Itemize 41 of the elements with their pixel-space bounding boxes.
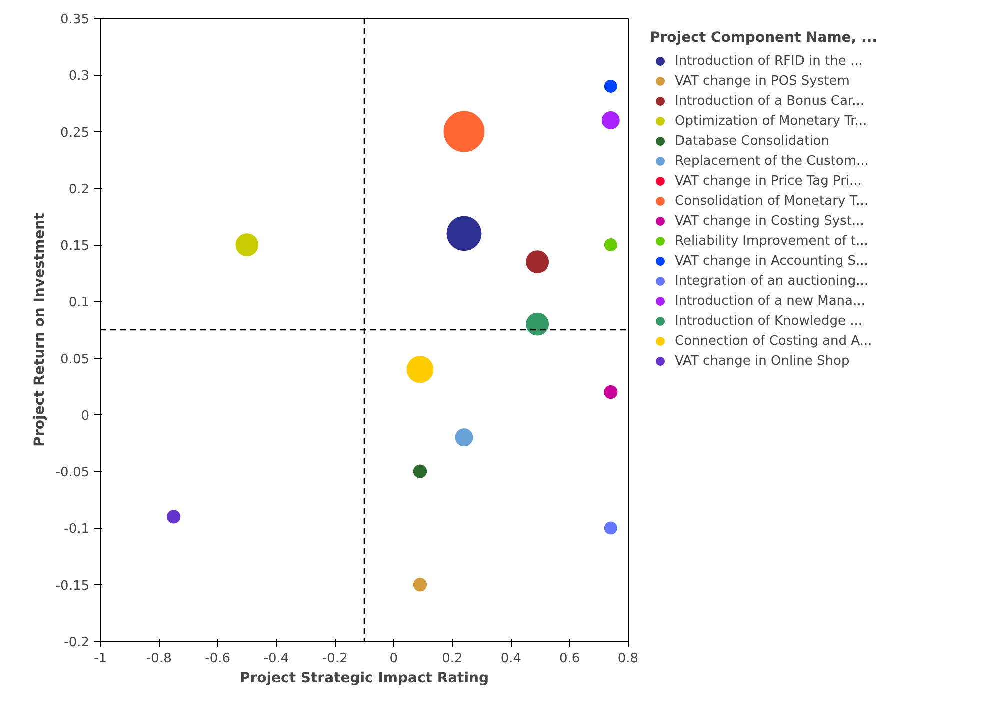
y-tick-label: 0.05: [60, 352, 90, 368]
x-axis-title: Project Strategic Impact Rating: [240, 670, 490, 686]
legend-label: Reliability Improvement of t...: [675, 232, 868, 250]
legend-title: Project Component Name, ...: [650, 30, 878, 46]
legend-label: VAT change in Accounting S...: [675, 252, 868, 270]
y-tick-label: -0.05: [56, 466, 90, 481]
y-tick-label: -0.1: [64, 522, 90, 538]
y-axis-title: Project Return on Investment: [32, 212, 48, 447]
legend-label: Introduction of a new Mana...: [675, 292, 866, 310]
y-tick-label: 0.15: [60, 239, 90, 254]
x-tick-label: -1: [94, 652, 107, 666]
legend-label: VAT change in Online Shop: [675, 352, 850, 370]
legend-label: Connection of Costing and A...: [675, 332, 872, 350]
legend-label: Introduction of a Bonus Car...: [675, 92, 864, 110]
legend-label: VAT change in Costing Syst...: [675, 212, 864, 230]
x-tick-label: -0.6: [205, 652, 231, 666]
legend-label: Replacement of the Custom...: [675, 152, 869, 170]
legend-label: Consolidation of Monetary T...: [675, 192, 869, 210]
x-tick-label: -0.2: [322, 652, 348, 666]
y-tick-label: 0.2: [68, 182, 90, 198]
legend-label: Introduction of Knowledge ...: [675, 312, 863, 330]
y-tick-label: 0.1: [68, 296, 90, 311]
y-tick-label: 0.25: [60, 126, 90, 141]
legend-label: VAT change in Price Tag Pri...: [675, 172, 862, 190]
x-tick-label: 0.8: [618, 652, 639, 666]
x-tick-label: 0.2: [442, 652, 463, 666]
y-tick-label: 0.35: [60, 12, 90, 28]
legend-label: Introduction of RFID in the ...: [675, 52, 863, 70]
y-tick-label: 0: [81, 408, 90, 424]
x-tick-label: -0.8: [146, 652, 172, 666]
y-tick-label: -0.2: [64, 636, 90, 650]
legend-label: VAT change in POS System: [675, 72, 850, 90]
y-tick-label: -0.15: [56, 578, 90, 594]
legend-label: Optimization of Monetary Tr...: [675, 112, 868, 130]
legend-label: Database Consolidation: [675, 132, 830, 150]
x-tick-label: 0.4: [500, 652, 522, 666]
x-tick-label: 0: [390, 652, 398, 666]
y-tick-label: 0.3: [68, 69, 90, 84]
legend-label: Integration of an auctioning...: [675, 272, 869, 290]
x-tick-label: 0.6: [559, 652, 580, 666]
x-tick-label: -0.4: [264, 652, 290, 666]
